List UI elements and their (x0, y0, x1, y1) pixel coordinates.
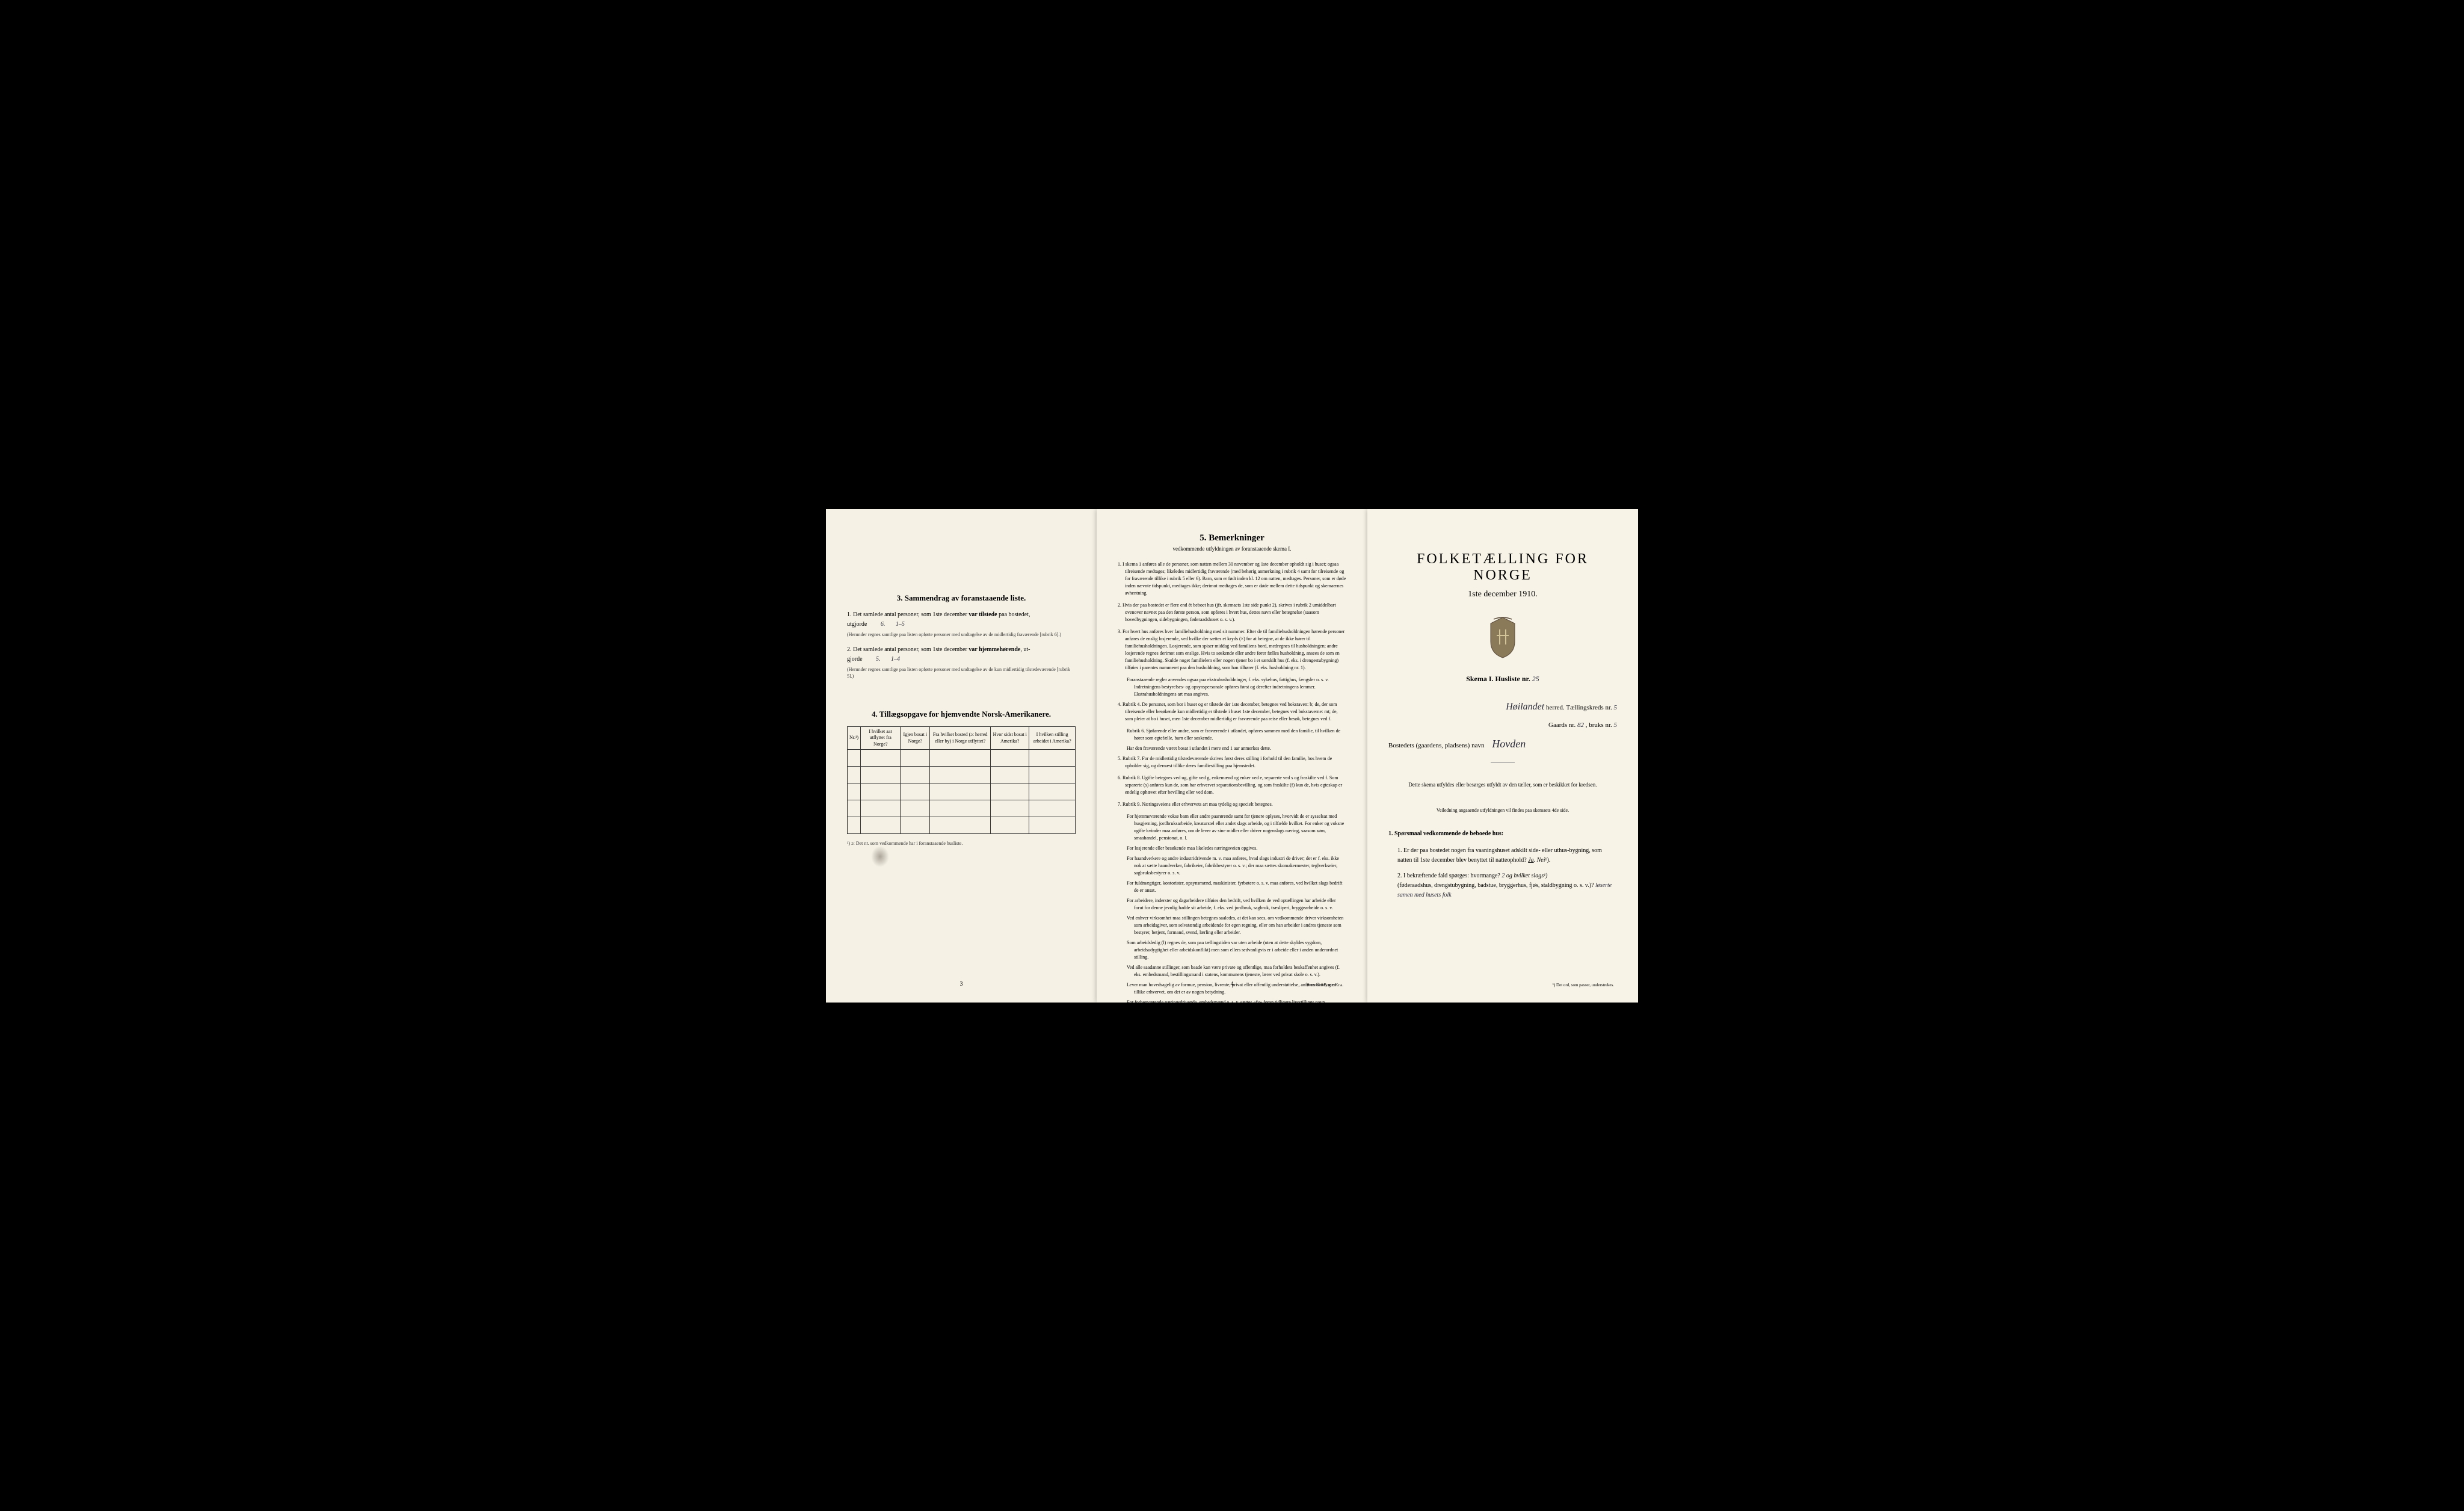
divider (1491, 762, 1515, 763)
bosted-line: Bostedets (gaardens, pladsens) navn Hovd… (1388, 738, 1617, 750)
remark-8b: Som blinde regnes de, som ikke har gangs… (1127, 1021, 1346, 1028)
remark-7e: For fuldmægtiger, kontorister, opsynsmæn… (1127, 880, 1346, 894)
remark-6: 6. Rubrik 8. Ugifte betegnes ved ug, gif… (1118, 774, 1346, 796)
page-right: FOLKETÆLLING FOR NORGE 1ste december 191… (1367, 509, 1638, 1003)
herred-label: herred. Tællingskreds nr. (1546, 704, 1612, 711)
instructions: Dette skema utfyldes eller besørges utfy… (1388, 781, 1617, 789)
item1-hw1: 6. (881, 621, 886, 628)
remark-8: 8. Rubrik 14. Sinker og lignende aandssl… (1118, 1009, 1346, 1016)
th2: I hvilket aar utflyttet fra Norge? (861, 727, 901, 750)
item2-text: 2. Det samlede antal personer, som 1ste … (847, 646, 969, 653)
item1-hw2: 1–5 (896, 621, 905, 628)
remark-7b: For hjemmeværende vokse barn eller andre… (1127, 813, 1346, 842)
item-1: 1. Det samlede antal personer, som 1ste … (847, 610, 1076, 638)
remark-7d: For haandverkere og andre industridriven… (1127, 855, 1346, 877)
table-row (848, 767, 1076, 783)
q2-options: (føderaadshus, drengstubygning, badstue,… (1397, 882, 1594, 889)
th1: Nr.¹) (848, 727, 861, 750)
table-row (848, 800, 1076, 817)
item1-text: 1. Det samlede antal personer, som 1ste … (847, 611, 969, 618)
remark-3: 3. For hvert hus anføres hver familiehus… (1118, 628, 1346, 672)
remark-4c: Har den fraværende været bosat i utlande… (1127, 745, 1346, 752)
bruks-value: 5 (1614, 722, 1618, 729)
printer-mark: Steen'ske Bogtr. Kr.a. (1307, 983, 1343, 987)
item1-line2: utgjorde (847, 621, 867, 628)
q1-answer: Ja (1528, 857, 1533, 864)
item2-suffix: , ut- (1020, 646, 1030, 653)
q2-mid: og hvilket slags¹) (1506, 873, 1548, 879)
question-2: 2. I bekræftende fald spørges: hvormange… (1397, 871, 1617, 900)
page-left: 3. Sammendrag av foranstaaende liste. 1.… (826, 509, 1097, 1003)
section3-title: 3. Sammendrag av foranstaaende liste. (847, 593, 1076, 603)
th5: Hvor sidst bosat i Amerika? (991, 727, 1029, 750)
remarks-list: 1. I skema 1 anføres alle de personer, s… (1118, 561, 1346, 1028)
table-row (848, 750, 1076, 767)
section4-title: 4. Tillægsopgave for hjemvendte Norsk-Am… (847, 709, 1076, 719)
remark-7k: For forhenværende næringsdrivende, embed… (1127, 999, 1346, 1006)
item2-bold: var hjemmehørende (969, 646, 1020, 653)
remark-7f: For arbeidere, inderster og dagarbeidere… (1127, 897, 1346, 912)
remark-7: 7. Rubrik 9. Næringsveiens eller erhverv… (1118, 801, 1346, 808)
gaards-line: Gaards nr. 82 , bruks nr. 5 (1388, 722, 1617, 729)
remark-7c: For losjerende eller besøkende maa likel… (1127, 845, 1346, 852)
item1-bold: var tilstede (969, 611, 997, 618)
skema-label: Skema I. Husliste nr. (1466, 675, 1530, 683)
th4: Fra hvilket bosted (ɔ: herred eller by) … (930, 727, 991, 750)
instructions2: Veiledning angaaende utfyldningen vil fi… (1388, 807, 1617, 814)
stain-mark (871, 846, 889, 867)
gaards-label: Gaards nr. (1548, 722, 1575, 729)
item2-note: (Herunder regnes samtlige paa listen opf… (847, 666, 1076, 679)
remark-4: 4. Rubrik 4. De personer, som bor i huse… (1118, 701, 1346, 723)
table-row (848, 783, 1076, 800)
remark-1: 1. I skema 1 anføres alle de personer, s… (1118, 561, 1346, 597)
bosted-value: Hovden (1492, 738, 1526, 750)
bruks-label: , bruks nr. (1586, 722, 1612, 729)
question-1: 1. Er der paa bostedet nogen fra vaaning… (1397, 846, 1617, 865)
remark-2: 2. Hvis der paa bostedet er flere end ét… (1118, 602, 1346, 623)
page3-footnote: ¹) Det ord, som passer, understrekes. (1553, 983, 1614, 987)
remarks-title: 5. Bemerkninger (1118, 533, 1346, 543)
herred-line: Høilandet herred. Tællingskreds nr. 5 (1388, 702, 1617, 712)
item2-line2: gjorde (847, 656, 863, 663)
census-date: 1ste december 1910. (1388, 590, 1617, 599)
census-title: FOLKETÆLLING FOR NORGE (1388, 551, 1617, 584)
page-num-4: 4 (1231, 981, 1234, 987)
skema-line: Skema I. Husliste nr. 25 (1388, 675, 1617, 684)
page-num-3: 3 (960, 981, 963, 987)
question-title: 1. Spørsmaal vedkommende de beboede hus: (1388, 830, 1503, 837)
remark-5: 5. Rubrik 7. For de midlertidig tilstede… (1118, 755, 1346, 770)
remark-4b: Rubrik 6. Sjøfarende eller andre, som er… (1127, 728, 1346, 742)
remark-7h: Som arbeidsledig (l) regnes de, som paa … (1127, 939, 1346, 961)
item1-suffix: paa bostedet, (997, 611, 1030, 618)
remark-3b: Foranstaaende regler anvendes ogsaa paa … (1127, 676, 1346, 698)
q2-prefix: 2. I bekræftende fald spørges: hvormange… (1397, 873, 1500, 879)
q2-count: 2 (1502, 873, 1505, 879)
remark-7g: Ved enhver virksomhet maa stillingen bet… (1127, 915, 1346, 936)
item-2: 2. Det samlede antal personer, som 1ste … (847, 645, 1076, 679)
page-middle: 5. Bemerkninger vedkommende utfyldningen… (1097, 509, 1367, 1003)
amerika-table: Nr.¹) I hvilket aar utflyttet fra Norge?… (847, 726, 1076, 834)
th3: Igjen bosat i Norge? (901, 727, 930, 750)
remark-7i: Ved alle saadanne stillinger, som baade … (1127, 964, 1346, 978)
remarks-subtitle: vedkommende utfyldningen av foranstaaend… (1118, 546, 1346, 552)
item1-note: (Herunder regnes samtlige paa listen opf… (847, 631, 1076, 638)
coat-of-arms (1388, 614, 1617, 663)
skema-number: 25 (1532, 675, 1539, 683)
table-row (848, 817, 1076, 834)
gaards-value: 82 (1577, 722, 1584, 729)
th6: I hvilken stilling arbeidet i Amerika? (1029, 727, 1076, 750)
item2-hw1: 5. (876, 656, 881, 663)
herred-value: Høilandet (1506, 702, 1544, 712)
item2-hw2: 1–4 (891, 656, 900, 663)
kreds-value: 5 (1614, 704, 1618, 711)
bosted-label: Bostedets (gaardens, pladsens) navn (1388, 742, 1484, 749)
